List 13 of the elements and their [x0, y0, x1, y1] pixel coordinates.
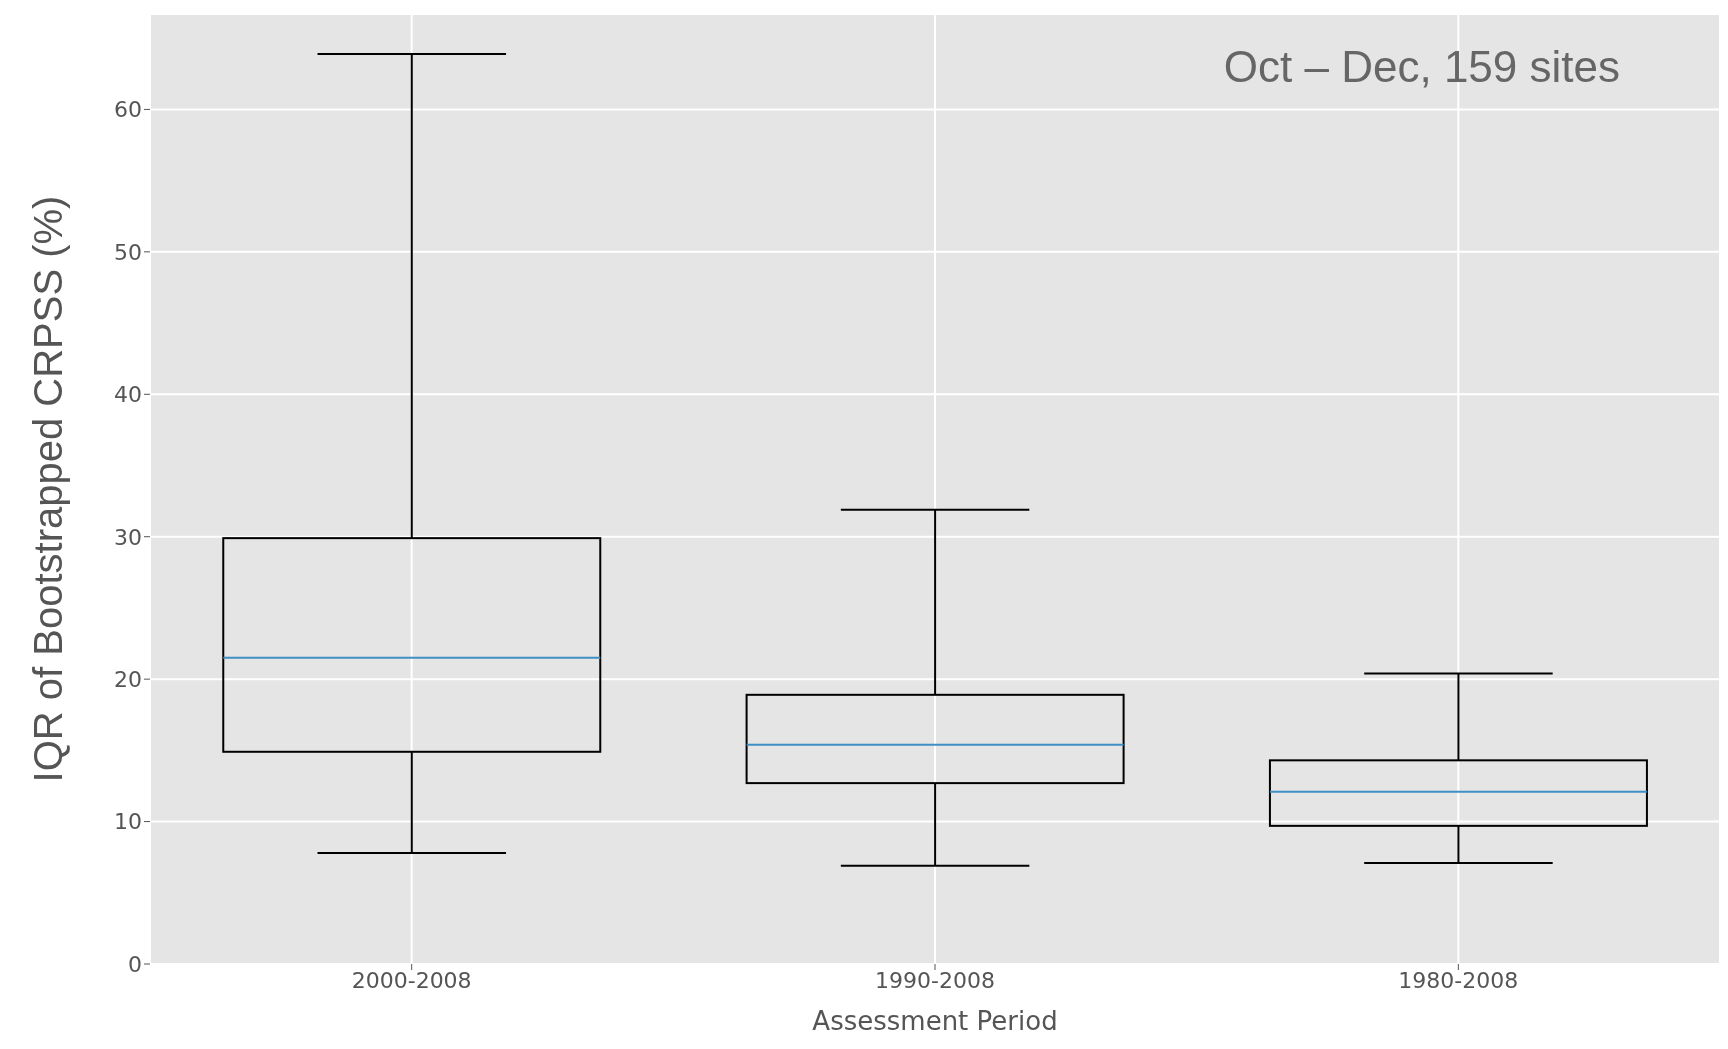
y-tick-label: 60: [114, 97, 142, 123]
y-tick-label: 0: [128, 951, 142, 977]
y-tick-label: 10: [114, 809, 142, 835]
y-tick-label: 50: [114, 239, 142, 265]
x-tick-label: 1990-2008: [875, 967, 995, 993]
y-tick-label: 40: [114, 382, 142, 408]
y-tick-label: 20: [114, 666, 142, 692]
annotation: Oct – Dec, 159 sites: [1223, 42, 1620, 92]
y-tick-label: 30: [114, 524, 142, 550]
x-tick-label: 1980-2008: [1398, 967, 1519, 993]
x-tick-label: 2000-2008: [351, 967, 472, 993]
x-axis-title: Assessment Period: [812, 1006, 1058, 1036]
y-axis-title: IQR of Bootstrapped CRPSS (%): [26, 195, 71, 783]
